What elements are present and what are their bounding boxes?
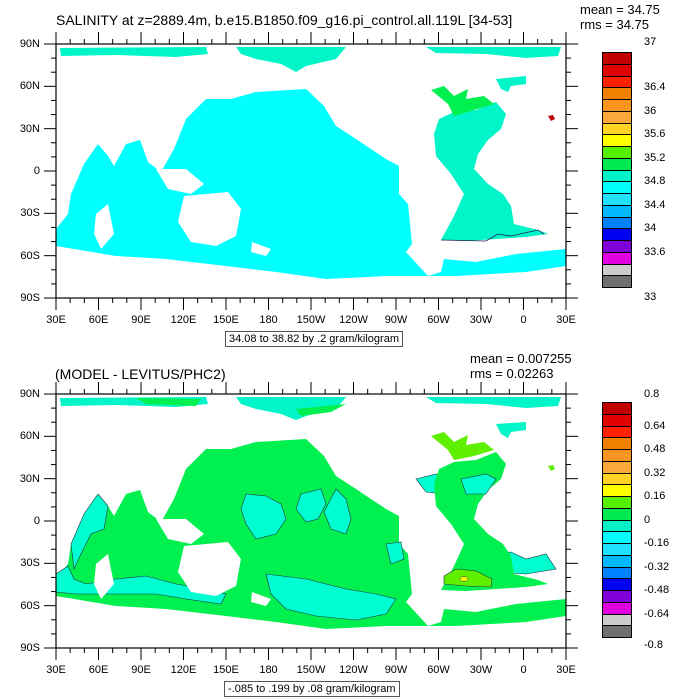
- x-tick-label: 90E: [131, 314, 151, 326]
- indo-pacific-southern-ocean: [56, 439, 566, 629]
- x-tick-label: 60E: [88, 664, 109, 676]
- land-masks: [94, 519, 271, 606]
- nordic-seas: [431, 432, 494, 460]
- x-tick-label: 180: [259, 664, 278, 676]
- colorbar-label: 0.32: [644, 466, 666, 479]
- x-tick-label: 30E: [556, 314, 576, 326]
- arctic-ocean: [60, 397, 561, 438]
- colorbar-label: 36: [644, 104, 657, 117]
- mediterranean-outflow: [548, 115, 555, 121]
- x-tick-label: 30W: [469, 314, 493, 326]
- panel2-map: [44, 382, 578, 660]
- colorbar-label: 36.4: [644, 81, 666, 94]
- x-tick-label: 180: [259, 314, 278, 326]
- y-tick-label: 90N: [19, 388, 40, 400]
- contour-line: [440, 229, 545, 242]
- land-masks: [94, 169, 271, 256]
- panel2-stats: mean = 0.007255 rms = 0.02263: [470, 351, 572, 381]
- x-tick-label: 90E: [131, 664, 151, 676]
- x-tick-label: 30W: [469, 664, 493, 676]
- y-tick-label: 30S: [20, 207, 40, 220]
- y-tick-label: 30S: [20, 557, 40, 570]
- y-tick-label: 0: [33, 165, 40, 177]
- panel1-rms: rms = 34.75: [580, 17, 650, 32]
- colorbar-label: 0: [644, 513, 651, 526]
- x-tick-label: 150E: [213, 314, 239, 326]
- x-tick-label: 60E: [88, 314, 109, 326]
- atlantic-negative-anomaly: [460, 473, 497, 495]
- colorbar-label: 0.48: [644, 443, 666, 455]
- colorbar-label: 33: [644, 291, 657, 303]
- panel2-title: (MODEL - LEVITUS/PHC2): [55, 366, 226, 382]
- colorbar-label: -0.64: [644, 607, 670, 620]
- x-tick-label: 30E: [556, 664, 576, 676]
- negative-anomaly-regions: [55, 473, 557, 621]
- x-tick-label: 90W: [384, 664, 408, 676]
- atlantic-ocean: [434, 102, 548, 241]
- y-tick-label: 60S: [20, 599, 40, 612]
- y-tick-label: 0: [33, 515, 40, 527]
- colorbar-label: 34.4: [644, 198, 666, 211]
- yellow-anomaly-spot: [459, 576, 469, 582]
- y-tick-label: 30N: [19, 122, 40, 135]
- x-tick-label: 120E: [170, 314, 197, 326]
- x-tick-label: 150W: [296, 314, 326, 326]
- y-tick-label: 90S: [20, 642, 40, 654]
- colorbar-label: 0.8: [644, 388, 660, 400]
- colorbar-label: 34: [644, 222, 657, 235]
- x-tick-label: 30E: [46, 314, 66, 326]
- x-tick-label: 0: [520, 314, 527, 326]
- colorbar-label: 35.2: [644, 151, 666, 164]
- panel1-mean: mean = 34.75: [580, 2, 660, 17]
- panel2-ticks: [44, 382, 578, 660]
- colorbar-label: 37: [644, 36, 657, 48]
- panel1-title: SALINITY at z=2889.4m, b.e15.B1850.f09_g…: [56, 12, 513, 28]
- x-tick-label: 120E: [170, 664, 197, 676]
- x-tick-label: 150E: [213, 664, 239, 676]
- nordic-seas: [431, 86, 494, 116]
- panel2-map-svg: [44, 382, 578, 660]
- panel2-footer: -.085 to .199 by .08 gram/kilogram: [224, 681, 400, 697]
- x-tick-label: 30E: [46, 664, 66, 676]
- colorbar-box: [602, 275, 632, 288]
- indo-pacific-southern-ocean: [56, 89, 566, 279]
- colorbar-label: -0.16: [644, 537, 670, 549]
- x-tick-label: 120W: [339, 314, 368, 326]
- y-tick-label: 60S: [20, 249, 40, 262]
- panel1-colorbar: 37 36.4 36 35.6 35.2 34.8 34.4 34 33.6 33: [602, 36, 665, 303]
- x-tick-label: 90W: [384, 314, 408, 326]
- panel2-mean: mean = 0.007255: [470, 351, 572, 366]
- y-tick-label: 60N: [19, 80, 40, 93]
- x-tick-label: 120W: [339, 664, 368, 676]
- panel1-ticks: [44, 32, 578, 310]
- colorbar-label: -0.48: [644, 584, 670, 596]
- colorbar-label: 0.16: [644, 490, 666, 502]
- arctic-ocean: [60, 47, 561, 92]
- panel1-map-svg: [44, 32, 578, 310]
- colorbar-label: -0.32: [644, 560, 670, 573]
- panel2-colorbar: 0.8 0.64 0.48 0.32 0.16 0 -0.16 -0.32 -0.48 -0.64…: [602, 388, 669, 651]
- colorbar-label: 0.64: [644, 419, 666, 432]
- colorbar-label: 34.8: [644, 175, 666, 188]
- x-tick-label: 60W: [427, 314, 450, 326]
- atlantic-ocean: [434, 452, 548, 591]
- y-tick-label: 90N: [19, 38, 40, 50]
- y-tick-label: 30N: [19, 472, 40, 485]
- colorbar-box: [602, 625, 632, 638]
- mediterranean-outflow: [548, 465, 555, 471]
- x-tick-label: 150W: [296, 664, 326, 676]
- panel2-rms: rms = 0.02263: [470, 366, 554, 381]
- y-tick-label: 90S: [20, 292, 40, 304]
- panel1-map: [44, 32, 578, 310]
- colorbar-label: -0.8: [644, 639, 663, 651]
- colorbar-label: 33.6: [644, 245, 666, 258]
- colorbar-label: 35.6: [644, 128, 666, 141]
- x-tick-label: 0: [520, 664, 527, 676]
- y-tick-label: 60N: [19, 430, 40, 443]
- x-tick-label: 60W: [427, 664, 450, 676]
- panel1-stats: mean = 34.75 rms = 34.75: [580, 2, 660, 32]
- panel1-footer: 34.08 to 38.82 by .2 gram/kilogram: [225, 331, 403, 347]
